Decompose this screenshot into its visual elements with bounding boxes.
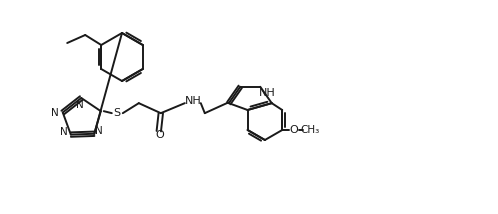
- Text: N: N: [60, 126, 68, 137]
- Text: N: N: [76, 100, 84, 110]
- Text: CH₃: CH₃: [301, 125, 320, 135]
- Text: O: O: [155, 130, 164, 140]
- Text: N: N: [51, 108, 59, 119]
- Text: S: S: [113, 108, 121, 118]
- Text: N: N: [96, 126, 103, 136]
- Text: NH: NH: [184, 96, 201, 106]
- Text: NH: NH: [259, 88, 275, 98]
- Text: O: O: [290, 125, 299, 135]
